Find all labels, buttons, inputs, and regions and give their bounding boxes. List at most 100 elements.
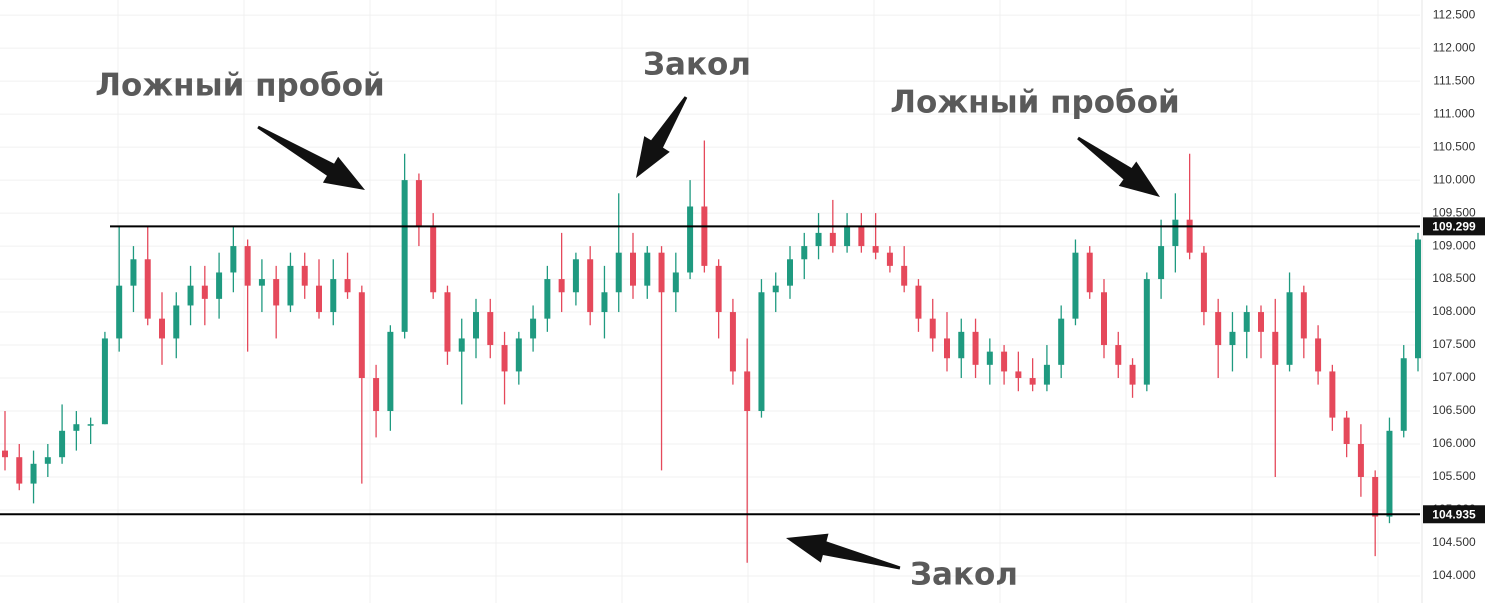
y-tick-label: 105.500 (1432, 469, 1476, 483)
annotation: Ложный пробой (890, 85, 1179, 121)
candle-body (1015, 371, 1022, 379)
candle-body (1043, 364, 1050, 385)
annotation: Закол (643, 47, 751, 83)
candle-body (30, 463, 37, 484)
arrow (257, 125, 365, 190)
candle-body (44, 457, 51, 464)
candle-body (1300, 292, 1307, 339)
candle-body (658, 252, 665, 293)
candle-body (1115, 345, 1122, 365)
candles (2, 140, 1421, 563)
candle-body (444, 292, 451, 352)
candle-body (1200, 252, 1207, 313)
candle-body (244, 246, 251, 286)
candle-body (587, 259, 594, 313)
candle-body (872, 246, 879, 253)
arrow (636, 96, 688, 178)
candle-body (187, 285, 194, 306)
candle-body (458, 338, 465, 352)
candle-body (1001, 351, 1008, 372)
y-tick-label: 110.000 (1433, 172, 1476, 186)
candle-body (59, 430, 66, 458)
y-tick-label: 109.500 (1432, 205, 1476, 219)
candle-body (944, 338, 950, 359)
candle-body (130, 259, 137, 286)
y-tick-label: 108.000 (1432, 304, 1476, 318)
candle-body (159, 318, 165, 339)
level-badge (1423, 505, 1485, 524)
candle-body (644, 252, 651, 286)
overlay: Ложный пробой Закол Ложный пробой Закол … (0, 47, 1485, 593)
candle-body (1058, 318, 1065, 365)
candle-body (801, 246, 808, 260)
candle-body (1329, 371, 1336, 418)
candle-body (958, 331, 965, 359)
candle-body (401, 180, 408, 332)
candle-body (815, 232, 822, 247)
y-tick-label: 108.500 (1432, 271, 1476, 285)
y-tick-label: 107.000 (1432, 370, 1476, 384)
candle-body (2, 450, 8, 458)
candle-body (844, 226, 851, 247)
level-label: 104.935 (1432, 507, 1476, 521)
annotation: Ложный пробой (95, 68, 384, 104)
candle-body (544, 279, 551, 319)
y-tick-label: 106.500 (1432, 403, 1476, 417)
candle-body (572, 259, 579, 293)
y-tick-label: 110.500 (1433, 139, 1476, 153)
candle-body (101, 338, 108, 425)
candle-body (729, 312, 736, 372)
candle-body (344, 279, 351, 293)
candle-body (1415, 239, 1421, 359)
y-tick-label: 104.500 (1432, 535, 1476, 549)
candle-body (1215, 312, 1222, 346)
candle-body (915, 285, 922, 319)
candle-body (1400, 358, 1407, 431)
candle-body (358, 292, 365, 379)
arrow (786, 533, 901, 570)
candle-body (886, 252, 893, 266)
candle-body (601, 292, 608, 313)
candle-body (744, 371, 751, 412)
candle-body (1072, 252, 1079, 319)
candle-body (316, 285, 322, 313)
candle-body (1286, 292, 1293, 365)
candle-body (515, 338, 522, 372)
candle-body (530, 318, 537, 339)
y-tick-label: 104.000 (1432, 568, 1476, 582)
candle-body (1357, 444, 1364, 477)
candle-body (1258, 312, 1264, 332)
candle-body (487, 312, 494, 346)
candle-body (216, 272, 223, 299)
candle-body (758, 292, 765, 412)
candle-body (1243, 312, 1250, 332)
candle-body (972, 331, 979, 365)
annotation: Закол (910, 557, 1018, 593)
candle-body (387, 331, 394, 412)
candle-body (1129, 364, 1136, 385)
candle-body (986, 351, 993, 365)
candle-body (1186, 219, 1193, 253)
candle-body (87, 424, 94, 426)
candle-body (1029, 378, 1036, 385)
candle-body (1372, 476, 1379, 517)
y-tick-label: 107.500 (1432, 337, 1476, 351)
candle-body (230, 246, 237, 273)
candle-body (1343, 417, 1350, 445)
candle-body (273, 279, 280, 306)
y-tick-label: 112.000 (1433, 40, 1476, 54)
candle-body (630, 252, 636, 286)
arrow (1077, 136, 1160, 197)
candle-body (1101, 292, 1107, 346)
candle-body (201, 285, 208, 299)
candle-body (1315, 338, 1322, 372)
candle-body (1172, 219, 1179, 247)
level-label: 109.299 (1432, 220, 1476, 234)
candle-body (258, 279, 265, 286)
candle-body (116, 285, 123, 339)
level-badge (1423, 217, 1485, 236)
candle-body (501, 345, 508, 372)
